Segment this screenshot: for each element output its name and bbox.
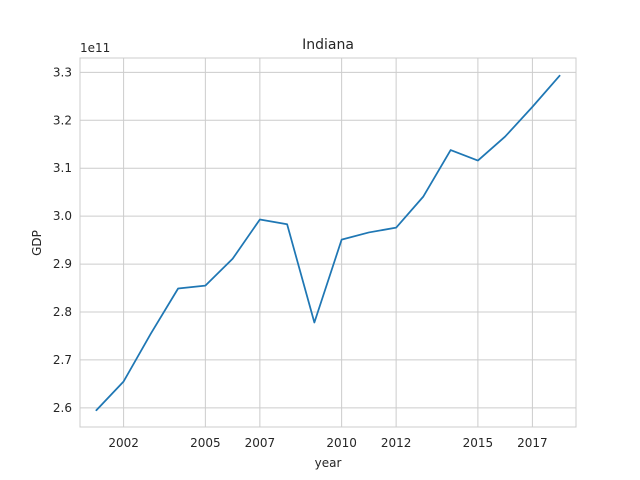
y-axis-label: GDP [30,230,44,256]
y-tick-label: 3.3 [53,65,72,79]
x-tick-label: 2015 [463,436,494,450]
y-axis-offset-label: 1e11 [80,41,110,55]
x-tick-label: 2005 [190,436,221,450]
y-tick-label: 3.1 [53,161,72,175]
x-tick-label: 2017 [517,436,548,450]
x-tick-label: 2012 [381,436,412,450]
gdp-series-line [95,74,561,412]
y-tick-label: 2.8 [53,305,72,319]
grid-lines [80,58,576,427]
x-tick-label: 2002 [108,436,139,450]
series-layer [95,74,561,412]
y-tick-label: 2.7 [53,353,72,367]
x-tick-label: 2007 [245,436,276,450]
y-tick-label: 2.6 [53,401,72,415]
x-tick-label: 2010 [326,436,357,450]
x-axis-label: year [315,456,342,470]
y-tick-label: 3.0 [53,209,72,223]
y-tick-label: 3.2 [53,113,72,127]
plot-frame [79,57,577,428]
x-tick-labels: 2002 2005 2007 2010 2012 2015 2017 [108,436,547,450]
chart-title: Indiana [302,37,354,53]
y-tick-labels: 2.6 2.7 2.8 2.9 3.0 3.1 3.2 3.3 [53,65,72,414]
y-tick-label: 2.9 [53,257,72,271]
